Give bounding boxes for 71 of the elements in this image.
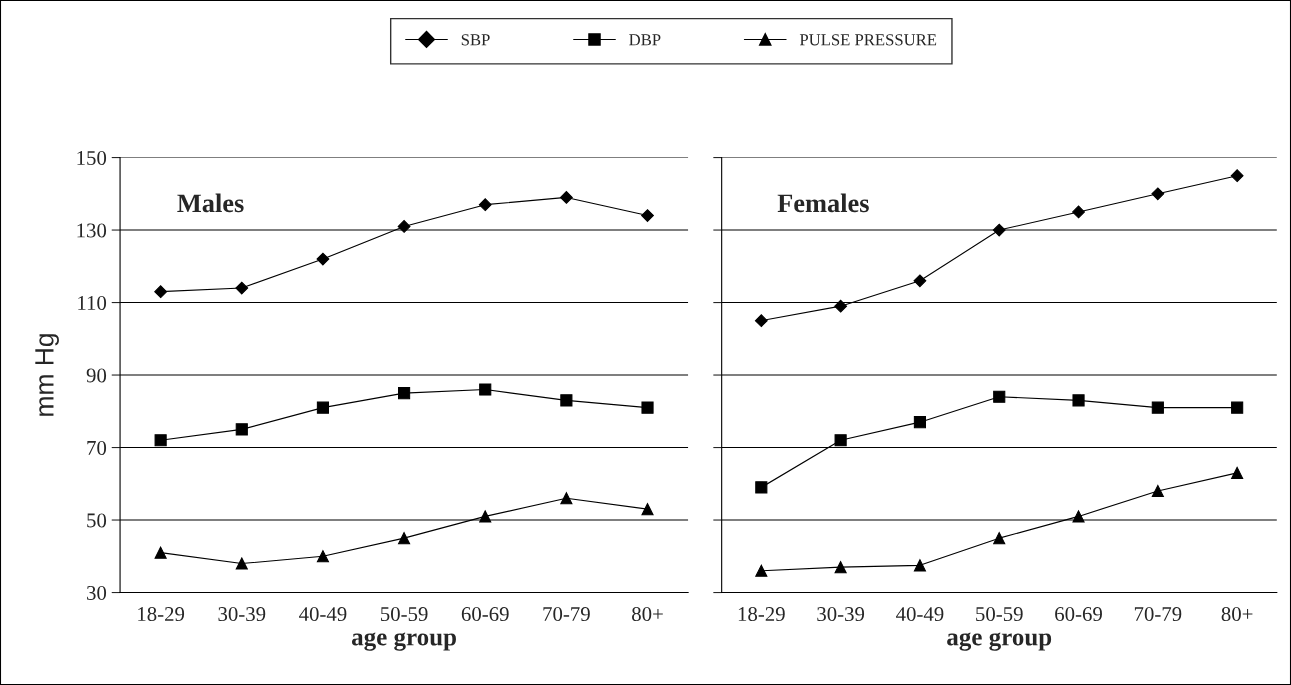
x-tick-label: 40-49: [299, 607, 347, 622]
point: [834, 434, 847, 447]
point: [478, 198, 492, 212]
point: [913, 416, 926, 429]
point: [755, 481, 768, 494]
point: [913, 559, 926, 572]
point: [560, 492, 573, 505]
y-axis-title: mm Hg: [35, 334, 59, 416]
y-tick-label: 150: [77, 150, 107, 165]
x-tick-label: 40-49: [896, 607, 944, 622]
x-tick-label: 50-59: [380, 607, 428, 622]
annotation: Males: [177, 193, 244, 213]
point: [993, 532, 1006, 545]
point: [1231, 466, 1244, 479]
point: [1151, 401, 1164, 414]
point: [1072, 394, 1085, 407]
annotation: Females: [777, 193, 869, 213]
point: [1151, 187, 1165, 201]
x-tick-label: 18-29: [738, 607, 785, 622]
x-tick-label: 50-59: [976, 607, 1023, 622]
point: [755, 564, 768, 577]
point: [992, 223, 1006, 237]
point: [1231, 401, 1244, 414]
x-tick-label: 80+: [1221, 607, 1253, 622]
x-tick-label: 30-39: [817, 607, 865, 622]
point: [398, 532, 411, 545]
legend-label: DBP: [629, 34, 661, 46]
point: [235, 557, 248, 570]
x-tick-label: 70-79: [543, 607, 590, 622]
point: [316, 252, 330, 266]
point: [1072, 205, 1085, 219]
point: [154, 434, 167, 447]
point: [560, 394, 573, 407]
point: [235, 281, 249, 295]
point: [479, 510, 492, 523]
legend-label: SBP: [461, 34, 490, 46]
y-tick-label: 70: [87, 440, 107, 455]
point: [397, 220, 411, 233]
point: [641, 209, 654, 222]
y-tick-label: 90: [86, 368, 107, 383]
point: [913, 274, 927, 288]
point: [641, 401, 654, 414]
x-tick-label: 30-39: [218, 607, 266, 622]
point: [834, 561, 847, 574]
point: [154, 285, 168, 299]
legend-label: PULSE PRESSURE: [799, 34, 937, 46]
x-tick-label: 60-69: [1055, 607, 1102, 622]
point: [834, 299, 848, 313]
point: [235, 423, 248, 436]
y-tick-label: 50: [87, 513, 107, 528]
point: [154, 546, 167, 559]
point: [316, 550, 330, 563]
point: [1072, 510, 1085, 523]
y-tick-label: 130: [77, 223, 107, 238]
point: [1151, 484, 1164, 498]
x-tick-label: 60-69: [461, 607, 509, 622]
point: [398, 387, 411, 400]
point: [754, 314, 768, 328]
x-axis-title: age group: [351, 632, 456, 651]
point: [641, 503, 654, 516]
point: [993, 390, 1006, 403]
x-tick-label: 70-79: [1134, 607, 1182, 622]
y-tick-label: 110: [78, 295, 107, 310]
y-tick-label: 30: [87, 585, 107, 600]
x-axis-title: age group: [947, 632, 1052, 651]
x-tick-label: 18-29: [138, 607, 185, 622]
point: [479, 383, 492, 396]
point: [316, 401, 330, 414]
point: [1230, 169, 1244, 183]
x-tick-label: 80+: [632, 607, 663, 622]
point: [559, 191, 573, 204]
